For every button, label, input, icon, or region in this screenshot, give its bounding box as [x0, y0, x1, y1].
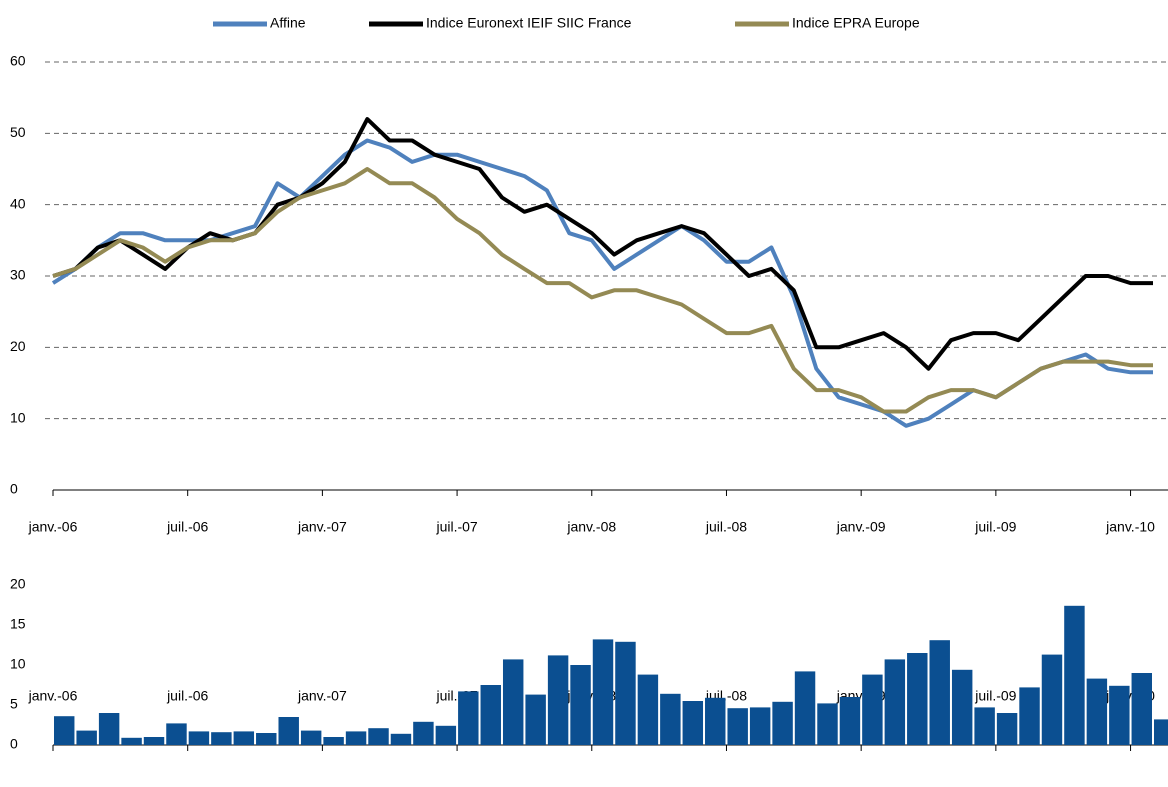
- x-tick-label: juil.-06: [166, 519, 208, 535]
- y-tick-label: 10: [10, 409, 26, 425]
- bar: [98, 713, 120, 745]
- bar: [1154, 719, 1168, 745]
- series-line: [52, 167, 1153, 414]
- bar: [76, 730, 97, 745]
- y-tick-label: 60: [10, 53, 26, 69]
- bar: [390, 733, 412, 745]
- x-tick-label: janv.-07: [297, 688, 347, 704]
- bar: [211, 732, 232, 745]
- bar: [1086, 678, 1108, 745]
- x-tick-label: janv.-10: [1105, 519, 1155, 535]
- x-tick-label: juil.-06: [166, 688, 208, 704]
- bar: [592, 639, 614, 745]
- y-tick-label: 40: [10, 195, 26, 211]
- bar: [188, 731, 210, 745]
- bar: [929, 640, 950, 745]
- legend-label: Affine: [270, 15, 306, 31]
- bar: [256, 733, 277, 745]
- bar: [435, 725, 457, 745]
- bar: [1041, 654, 1063, 745]
- y-tick-label: 0: [10, 481, 18, 497]
- y-tick-label: 0: [10, 736, 18, 752]
- y-tick-label: 30: [10, 267, 26, 283]
- bar: [615, 641, 636, 745]
- bar: [121, 737, 142, 745]
- bar: [682, 701, 704, 745]
- bar: [458, 691, 479, 745]
- bar: [1019, 687, 1040, 745]
- bar: [1064, 605, 1085, 745]
- bar: [907, 653, 928, 745]
- bar: [705, 697, 726, 745]
- bar: [884, 659, 906, 745]
- y-tick-label: 15: [10, 616, 26, 632]
- y-tick-label: 10: [10, 656, 26, 672]
- bar: [323, 737, 344, 745]
- x-tick-label: juil.-08: [705, 519, 747, 535]
- bar: [727, 708, 748, 745]
- bar: [974, 707, 995, 745]
- bar: [233, 731, 255, 745]
- x-tick-label: janv.-07: [297, 519, 347, 535]
- series-line: [51, 138, 1153, 428]
- bar: [54, 716, 75, 745]
- bar: [660, 693, 681, 745]
- bar: [951, 669, 973, 745]
- bar: [143, 737, 165, 745]
- bar: [996, 713, 1018, 745]
- y-tick-label: 5: [10, 696, 18, 712]
- x-tick-label: janv.-06: [28, 519, 78, 535]
- series-line: [52, 117, 1153, 371]
- bar: [502, 659, 524, 745]
- bar: [300, 730, 322, 745]
- bar: [794, 671, 816, 745]
- bar: [637, 674, 659, 745]
- bar: [278, 717, 299, 745]
- bar: [166, 723, 187, 745]
- x-tick-label: juil.-09: [974, 519, 1016, 535]
- y-tick-label: 50: [10, 124, 26, 140]
- bar: [345, 731, 367, 745]
- bar: [772, 701, 793, 745]
- x-tick-label: janv.-08: [566, 519, 616, 535]
- bar: [413, 721, 434, 745]
- bar: [862, 674, 883, 745]
- x-tick-label: juil.-09: [974, 688, 1016, 704]
- x-tick-label: janv.-09: [836, 519, 886, 535]
- bar: [1131, 673, 1152, 745]
- bar: [817, 703, 838, 745]
- x-tick-label: juil.-07: [435, 519, 477, 535]
- bar: [570, 665, 591, 745]
- bar: [1109, 685, 1130, 745]
- bar: [480, 685, 501, 745]
- legend-label: Indice EPRA Europe: [792, 15, 920, 31]
- bar: [749, 707, 771, 745]
- x-tick-label: janv.-06: [28, 688, 78, 704]
- legend-label: Indice Euronext IEIF SIIC France: [426, 15, 632, 31]
- bar: [839, 697, 861, 745]
- bar: [525, 694, 546, 745]
- y-tick-label: 20: [10, 338, 26, 354]
- y-tick-label: 20: [10, 576, 26, 592]
- bar: [368, 728, 389, 745]
- bar: [547, 655, 569, 745]
